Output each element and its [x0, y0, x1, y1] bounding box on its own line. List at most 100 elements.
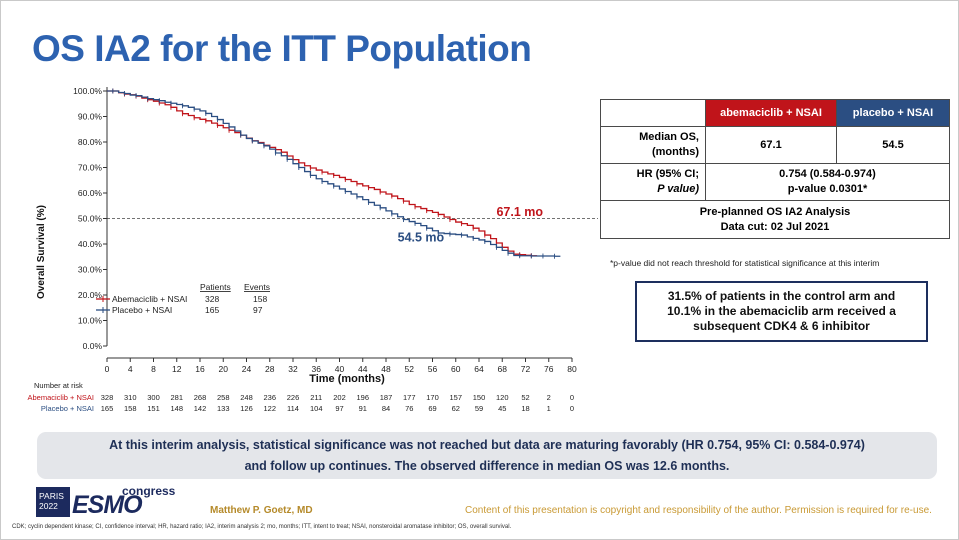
- at-risk-count: 0: [570, 404, 574, 413]
- at-risk-count: 211: [310, 393, 322, 402]
- at-risk-count: 126: [240, 404, 253, 413]
- at-risk-count: 300: [147, 393, 160, 402]
- at-risk-count: 122: [263, 404, 276, 413]
- at-risk-row-label: Placebo + NSAI: [41, 404, 94, 413]
- at-risk-count: 104: [310, 404, 323, 413]
- at-risk-count: 177: [403, 393, 416, 402]
- at-risk-count: 0: [570, 393, 574, 402]
- median-label-placebo: 54.5 mo: [398, 230, 445, 244]
- x-tick-label: 52: [405, 364, 415, 374]
- analysis-line1: Pre-planned OS IA2 Analysis: [699, 205, 851, 218]
- at-risk-count: 157: [449, 393, 462, 402]
- at-risk-count: 2: [547, 393, 551, 402]
- at-risk-count: 97: [335, 404, 343, 413]
- banner-line1: At this interim analysis, statistical si…: [109, 438, 865, 452]
- col-header-abemaciclib: abemaciclib + NSAI: [705, 99, 837, 127]
- legend-series-name: Abemaciclib + NSAI: [112, 294, 187, 304]
- at-risk-count: 202: [333, 393, 346, 402]
- x-tick-label: 16: [195, 364, 205, 374]
- at-risk-count: 258: [217, 393, 230, 402]
- legend-patients: 328: [205, 294, 219, 304]
- copyright-notice: Content of this presentation is copyrigh…: [465, 505, 932, 516]
- conclusion-banner: At this interim analysis, statistical si…: [37, 432, 937, 479]
- at-risk-count: 84: [382, 404, 390, 413]
- banner-line2: and follow up continues. The observed di…: [244, 459, 730, 473]
- x-tick-label: 36: [312, 364, 322, 374]
- x-tick-label: 56: [428, 364, 438, 374]
- x-tick-label: 4: [128, 364, 133, 374]
- at-risk-count: 236: [263, 393, 276, 402]
- at-risk-count: 59: [475, 404, 483, 413]
- y-tick-label: 50.0%: [78, 214, 103, 224]
- x-tick-label: 48: [381, 364, 391, 374]
- at-risk-count: 310: [124, 393, 137, 402]
- x-tick-label: 8: [151, 364, 156, 374]
- legend-series-name: Placebo + NSAI: [112, 305, 172, 315]
- x-tick-label: 32: [288, 364, 298, 374]
- at-risk-count: 187: [380, 393, 393, 402]
- abbreviations-footnote: CDK; cyclin dependent kinase; CI, confid…: [12, 524, 512, 530]
- at-risk-count: 133: [217, 404, 230, 413]
- at-risk-count: 248: [240, 393, 253, 402]
- median-label-line1: Median OS,: [639, 131, 699, 143]
- logo-paris-badge: PARIS 2022: [36, 487, 70, 517]
- at-risk-row-label: Abemaciclib + NSAI: [28, 393, 95, 402]
- hr-label-line2: P value): [657, 183, 699, 195]
- km-chart: 0.0% 10.0% 20.0% 30.0% 40.0% 50.0% 60.0% 70.0% 8…: [28, 86, 598, 413]
- row-label-median-os: Median OS, (months): [600, 126, 706, 164]
- at-risk-count: 268: [194, 393, 207, 402]
- at-risk-count: 165: [101, 404, 114, 413]
- logo-congress-text: congress: [122, 484, 176, 498]
- slide-title: OS IA2 for the ITT Population: [32, 28, 532, 69]
- legend-header-patients: Patients: [200, 282, 231, 292]
- x-tick-label: 44: [358, 364, 368, 374]
- y-tick-label: 20.0%: [78, 290, 103, 300]
- at-risk-title: Number at risk: [34, 381, 83, 390]
- hr-value-line2: p-value 0.0301*: [787, 183, 868, 195]
- x-tick-label: 72: [521, 364, 531, 374]
- at-risk-count: 18: [521, 404, 529, 413]
- at-risk-count: 170: [426, 393, 439, 402]
- x-tick-label: 28: [265, 364, 275, 374]
- at-risk-count: 158: [124, 404, 137, 413]
- callout-line2: 10.1% in the abemaciclib arm received a: [667, 304, 896, 318]
- x-tick-label: 0: [105, 364, 110, 374]
- at-risk-count: 91: [359, 404, 367, 413]
- x-tick-label: 40: [335, 364, 345, 374]
- y-tick-label: 0.0%: [83, 341, 103, 351]
- pvalue-footnote: *p-value did not reach threshold for sta…: [610, 258, 880, 268]
- logo-paris-text: PARIS: [39, 491, 64, 501]
- at-risk-count: 226: [287, 393, 300, 402]
- x-tick-label: 24: [242, 364, 252, 374]
- analysis-line2: Data cut: 02 Jul 2021: [720, 220, 830, 233]
- number-at-risk-table: Number at risk Abemaciclib + NSAI 328 310 30…: [28, 381, 575, 413]
- table-corner: [600, 99, 706, 127]
- at-risk-count: 151: [147, 404, 160, 413]
- y-tick-label: 60.0%: [78, 188, 103, 198]
- row-label-hr: HR (95% CI; P value): [600, 163, 706, 201]
- y-axis-label: Overall Survival (%): [36, 205, 47, 299]
- legend-events: 97: [253, 305, 263, 315]
- y-tick-label: 80.0%: [78, 137, 103, 147]
- at-risk-count: 281: [170, 393, 183, 402]
- y-tick-label: 70.0%: [78, 163, 103, 173]
- at-risk-count: 142: [194, 404, 207, 413]
- y-tick-label: 100.0%: [73, 86, 102, 96]
- legend-patients: 165: [205, 305, 219, 315]
- median-label-line2: (months): [651, 146, 699, 158]
- legend-header-events: Events: [244, 282, 270, 292]
- x-tick-label: 64: [474, 364, 484, 374]
- callout-line1: 31.5% of patients in the control arm and: [667, 289, 896, 303]
- hr-value-line1: 0.754 (0.584-0.974): [779, 168, 876, 180]
- y-tick-label: 30.0%: [78, 265, 103, 275]
- y-tick-label: 40.0%: [78, 239, 103, 249]
- at-risk-count: 62: [452, 404, 460, 413]
- at-risk-count: 196: [356, 393, 369, 402]
- hr-value: 0.754 (0.584-0.974) p-value 0.0301*: [705, 163, 950, 201]
- x-tick-label: 60: [451, 364, 461, 374]
- km-legend: Patients Events Abemaciclib + NSAI 328 158 Pl…: [96, 282, 270, 315]
- at-risk-count: 76: [405, 404, 413, 413]
- y-tick-label: 90.0%: [78, 112, 103, 122]
- at-risk-count: 1: [547, 404, 551, 413]
- at-risk-count: 69: [428, 404, 436, 413]
